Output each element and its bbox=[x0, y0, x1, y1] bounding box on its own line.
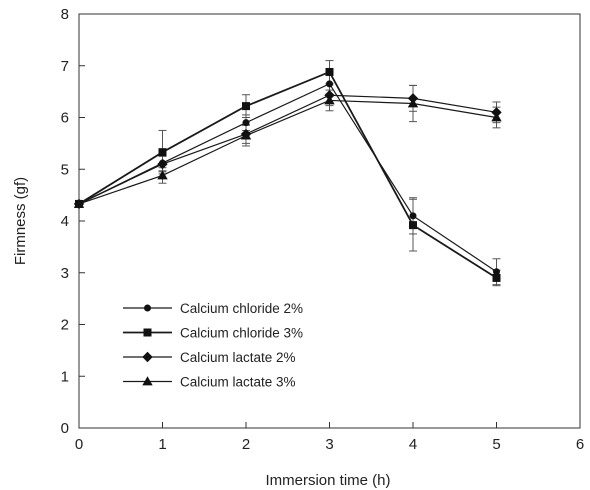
data-point-square bbox=[409, 221, 417, 230]
data-point-triangle bbox=[157, 170, 168, 180]
legend-label: Calcium chloride 3% bbox=[180, 326, 303, 341]
data-point-triangle bbox=[324, 95, 335, 105]
x-tick-label: 4 bbox=[409, 436, 417, 453]
series-line bbox=[78, 83, 497, 273]
legend-label: Calcium lactate 3% bbox=[180, 375, 296, 390]
y-tick-label: 1 bbox=[61, 368, 69, 385]
y-tick-label: 2 bbox=[61, 317, 69, 334]
series-lines bbox=[78, 70, 497, 279]
data-point-square bbox=[492, 273, 501, 282]
x-axis-ticks: 0 1 2 3 4 5 6 bbox=[75, 422, 584, 453]
y-tick-label: 3 bbox=[61, 265, 69, 282]
data-point-triangle bbox=[73, 198, 85, 208]
x-tick-label: 1 bbox=[158, 436, 166, 453]
data-point-diamond bbox=[142, 351, 153, 363]
x-tick-label: 2 bbox=[242, 436, 250, 453]
series-line bbox=[78, 99, 497, 205]
data-point-circle bbox=[326, 80, 333, 88]
x-tick-label: 0 bbox=[75, 436, 83, 453]
data-point-square bbox=[242, 102, 250, 111]
y-tick-label: 5 bbox=[61, 161, 69, 178]
data-point-triangle bbox=[240, 130, 252, 140]
data-point-square bbox=[158, 148, 167, 157]
y-axis-ticks: 0 1 2 3 4 5 6 7 8 bbox=[61, 6, 85, 437]
series-line bbox=[78, 94, 497, 205]
data-point-circle bbox=[144, 304, 151, 312]
legend: Calcium chloride 2% Calcium chloride 3% Ca… bbox=[123, 301, 303, 390]
data-point-circle bbox=[493, 268, 500, 276]
y-tick-label: 0 bbox=[61, 420, 69, 437]
x-axis-title: Immersion time (h) bbox=[265, 472, 390, 489]
data-point-circle bbox=[409, 212, 417, 220]
data-point-triangle bbox=[407, 98, 419, 108]
data-point-square bbox=[143, 328, 152, 337]
legend-label: Calcium chloride 2% bbox=[180, 301, 303, 316]
x-tick-label: 6 bbox=[576, 436, 584, 453]
y-axis-title: Firmness (gf) bbox=[12, 177, 29, 265]
data-point-square bbox=[325, 67, 334, 76]
data-point-circle bbox=[242, 119, 250, 127]
data-point-diamond bbox=[157, 158, 168, 170]
y-tick-label: 6 bbox=[61, 110, 69, 127]
legend-label: Calcium lactate 2% bbox=[180, 350, 296, 365]
x-tick-label: 5 bbox=[492, 436, 500, 453]
y-tick-label: 7 bbox=[61, 58, 69, 75]
x-tick-label: 3 bbox=[325, 436, 333, 453]
data-point-triangle bbox=[142, 376, 153, 386]
data-markers bbox=[73, 67, 502, 282]
y-tick-label: 4 bbox=[61, 213, 69, 230]
y-tick-label: 8 bbox=[61, 6, 69, 23]
series-line bbox=[78, 70, 497, 279]
data-point-triangle bbox=[491, 112, 502, 122]
